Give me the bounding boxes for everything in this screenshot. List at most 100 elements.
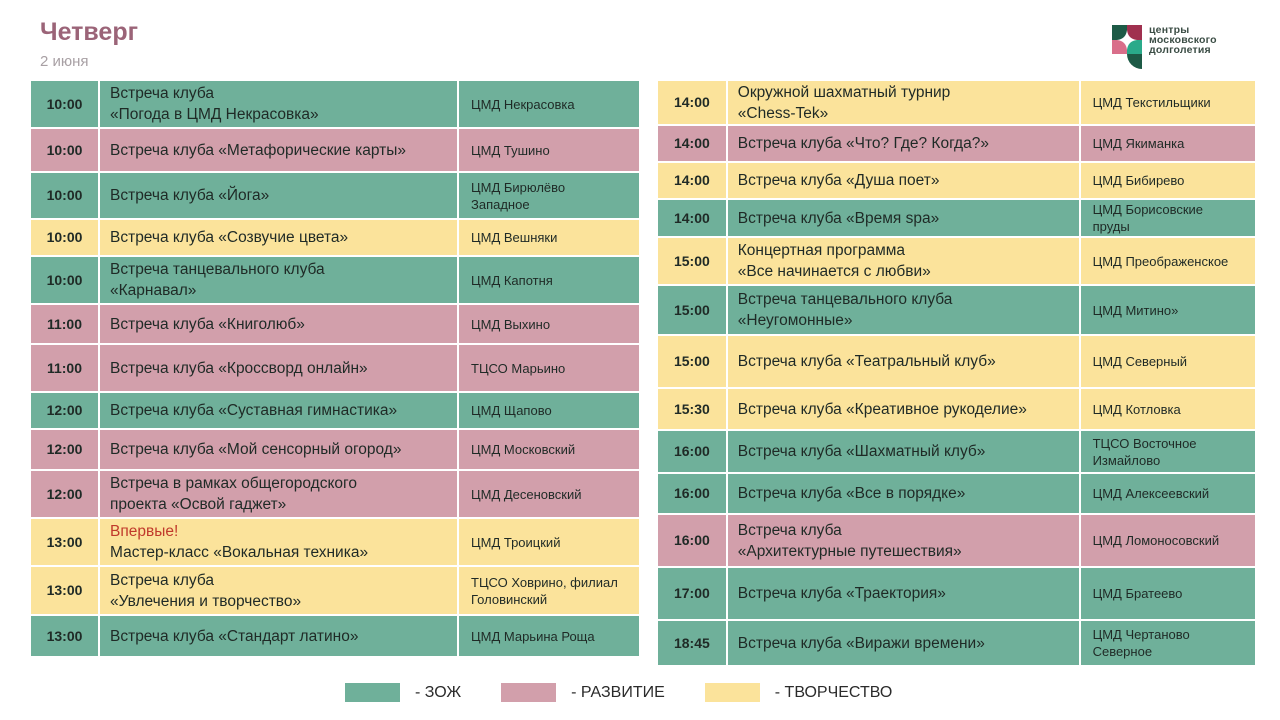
event-title-line-1: Встреча клуба «Время spa»	[737, 209, 940, 227]
table-row: 16:00 Встреча клуба «Шахматный клуб» ТЦСО …	[658, 431, 1256, 472]
event-title-line-2: «Все начинается с любви»	[737, 263, 931, 280]
event-place-line-1: ТЦСО Ховрино, филиал	[471, 574, 618, 590]
event-time: 12:00	[31, 430, 98, 469]
event-title: Концертная программа «Все начинается с лю…	[727, 238, 1079, 284]
event-title-line-1: Встреча клуба	[110, 571, 214, 589]
event-time: 18:45	[658, 621, 726, 665]
event-title: Встреча клуба «Кроссворд онлайн»	[100, 345, 457, 391]
event-title: Встреча клуба «Что? Где? Когда?»	[727, 126, 1079, 161]
event-title: Окружной шахматный турнир «Chess-Tek»	[727, 81, 1079, 124]
event-title: Встреча клуба «Метафорические карты»	[100, 129, 457, 171]
event-title: Встреча клуба «Книголюб»	[100, 305, 457, 343]
event-place-line-2: Головинский	[471, 591, 548, 607]
event-place-line-1: ЦМД Выхино	[471, 316, 551, 332]
event-time: 16:00	[658, 431, 726, 472]
event-place-line-1: ЦМД Вешняки	[471, 230, 558, 245]
event-title: Встреча клуба «Креативное рукоделие»	[727, 389, 1079, 429]
event-title-line-1: Встреча клуба «Книголюб»	[110, 315, 305, 333]
legend: - ЗОЖ - РАЗВИТИЕ - ТВОРЧЕСТВО	[345, 683, 932, 702]
event-time: 16:00	[658, 474, 726, 513]
event-place: ЦМД Борисовские пруды	[1080, 200, 1256, 236]
event-title-line-2: «Карнавал»	[110, 282, 197, 299]
table-row: 12:00 Встреча клуба «Суставная гимнастика…	[31, 393, 639, 428]
event-title-line-1: Окружной шахматный турнир	[737, 83, 951, 101]
event-place-line-1: ЦМД Десеновский	[471, 486, 582, 502]
event-title: Встреча клуба «Мой сенсорный огород»	[100, 430, 457, 469]
table-row: 18:45 Встреча клуба «Виражи времени» ЦМД Ч…	[658, 621, 1256, 665]
event-title: Встреча клуба «Созвучие цвета»	[100, 220, 457, 255]
event-place-line-1: ЦМД Бирюлёво	[471, 179, 566, 195]
event-place: ЦМД Щапово	[459, 393, 639, 428]
event-title-line-1: Встреча клуба «Йога»	[110, 187, 270, 204]
event-time: 13:00	[31, 616, 98, 656]
table-row: 15:30 Встреча клуба «Креативное рукоделие…	[658, 389, 1256, 429]
event-time: 10:00	[31, 173, 98, 218]
event-place-line-1: ЦМД Некрасовка	[471, 96, 575, 112]
event-title-line-1: Встреча клуба «Что? Где? Когда?»	[737, 135, 989, 152]
event-title-line-1: Концертная программа	[737, 242, 906, 259]
table-row: 13:00 Впервые! Мастер-класс «Вокальная тех…	[31, 519, 639, 565]
event-place: ТЦСО Марьино	[459, 345, 639, 391]
legend-label: - ЗОЖ	[415, 683, 462, 701]
logo-line-2: московского	[1149, 34, 1217, 46]
event-place-line-1: ЦМД Алексеевский	[1092, 486, 1210, 501]
event-title-line-1: Встреча клуба «Театральный клуб»	[737, 353, 996, 370]
table-row: 11:00 Встреча клуба «Кроссворд онлайн» ТЦС…	[31, 345, 639, 391]
event-place: ЦМД Чертаново Северное	[1080, 621, 1256, 665]
event-title: Встреча клуба «Погода в ЦМД Некрасовка»	[100, 81, 457, 127]
table-row: 12:00 Встреча в рамках общегородского прое…	[31, 471, 639, 517]
event-title-line-1: Встреча клуба	[110, 85, 214, 102]
event-place-line-1: ЦМД Чертаново	[1092, 627, 1190, 642]
event-place-line-2: Западное	[471, 196, 530, 212]
event-time: 10:00	[31, 257, 98, 303]
event-place: ЦМД Капотня	[459, 257, 639, 303]
table-row: 14:00 Встреча клуба «Время spa» ЦМД Борисо…	[658, 200, 1256, 236]
event-time: 14:00	[658, 163, 726, 198]
event-title: Встреча клуба «Все в порядке»	[727, 474, 1079, 513]
event-title-line-1: Встреча клуба «Траектория»	[737, 585, 946, 602]
event-place-line-1: ЦМД Марьина Роща	[471, 628, 595, 644]
event-place-line-1: ЦМД Троицкий	[471, 534, 561, 550]
table-row: 10:00 Встреча клуба «Йога» ЦМД Бирюлёво Зап…	[31, 173, 639, 218]
logo-icon	[1112, 25, 1142, 69]
table-row: 10:00 Встреча танцевального клуба «Карнава…	[31, 257, 639, 303]
legend-item-tvor: - ТВОРЧЕСТВО	[704, 683, 893, 702]
event-title: Встреча клуба «Архитектурные путешествия»	[727, 515, 1079, 566]
page-title: Четверг	[40, 18, 139, 46]
logo-line-1: центры	[1149, 24, 1190, 36]
table-row: 15:00 Встреча танцевального клуба «Неугомо…	[658, 286, 1256, 334]
event-time: 14:00	[658, 126, 726, 161]
event-title: Встреча клуба «Театральный клуб»	[727, 336, 1079, 387]
event-place: ЦМД Якиманка	[1080, 126, 1256, 161]
event-time: 16:00	[658, 515, 726, 566]
event-place: ЦМД Бирюлёво Западное	[459, 173, 639, 218]
event-place-line-1: ЦМД Бибирево	[1092, 173, 1185, 188]
event-place: ТЦСО Восточное Измайлово	[1080, 431, 1256, 472]
event-title: Встреча клуба «Виражи времени»	[727, 621, 1079, 665]
table-row: 15:00 Концертная программа «Все начинается…	[658, 238, 1256, 284]
table-row: 15:00 Встреча клуба «Театральный клуб» ЦМД…	[658, 336, 1256, 387]
event-time: 11:00	[31, 345, 98, 391]
table-row: 12:00 Встреча клуба «Мой сенсорный огород…	[31, 430, 639, 469]
event-title: Встреча клуба «Йога»	[100, 173, 457, 218]
legend-swatch	[704, 683, 760, 702]
event-title: Встреча танцевального клуба «Неугомонные»	[727, 286, 1079, 334]
event-title: Встреча клуба «Душа поет»	[727, 163, 1079, 198]
event-title-line-1: Встреча клуба «Креативное рукоделие»	[737, 400, 1027, 418]
table-row: 16:00 Встреча клуба «Все в порядке» ЦМД Ал…	[658, 474, 1256, 513]
legend-label: - ТВОРЧЕСТВО	[774, 683, 893, 701]
logo-text: центры московского долголетия	[1149, 24, 1217, 56]
event-title-line-2: проекта «Освой гаджет»	[110, 496, 287, 513]
event-time: 15:00	[658, 336, 726, 387]
event-place-line-2: Северное	[1092, 644, 1153, 659]
event-place-line-1: ЦМД Котловка	[1092, 401, 1181, 417]
logo-line-3: долголетия	[1149, 44, 1211, 56]
legend-item-zoj: - ЗОЖ	[345, 683, 461, 702]
event-place: ЦМД Ломоносовский	[1080, 515, 1256, 566]
event-time: 13:00	[31, 519, 98, 565]
event-place-line-1: ЦМД Якиманка	[1092, 136, 1185, 151]
legend-item-razv: - РАЗВИТИЕ	[501, 683, 665, 702]
event-title-line-1: Встреча клуба «Суставная гимнастика»	[110, 402, 398, 419]
event-place: ЦМД Марьина Роща	[459, 616, 639, 656]
event-title: Впервые! Мастер-класс «Вокальная техника»	[100, 519, 457, 565]
